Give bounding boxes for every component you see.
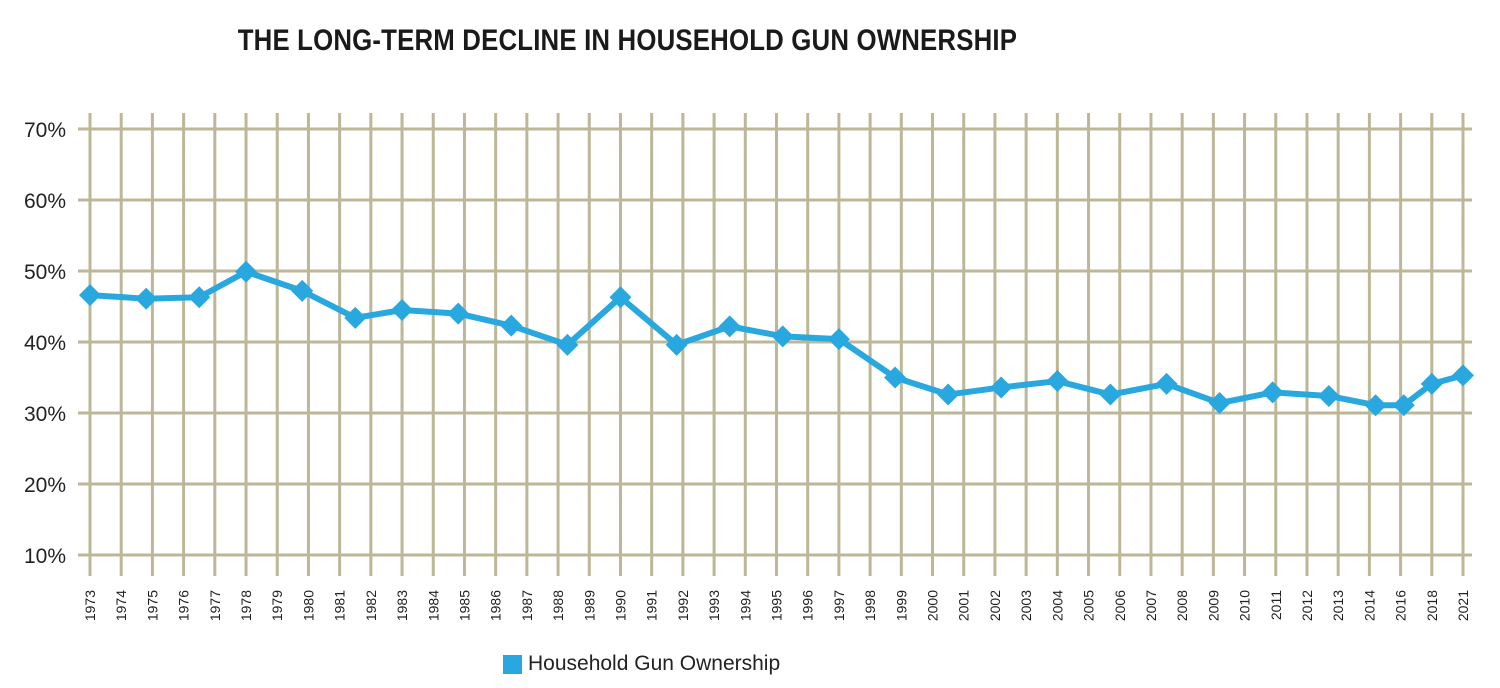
data-point-marker	[884, 366, 907, 389]
x-tick-label: 2013	[1330, 590, 1346, 621]
horizontal-gridlines	[78, 127, 1472, 557]
x-tick-label: 1991	[644, 590, 660, 621]
x-tick-label: 2009	[1205, 590, 1221, 621]
x-tick-label: 1993	[706, 590, 722, 621]
data-point-marker	[1208, 392, 1231, 415]
legend: Household Gun Ownership	[503, 652, 780, 676]
x-tick-label: 1995	[769, 590, 785, 621]
data-point-marker	[827, 328, 850, 351]
x-axis-ticks: 1973 1974 1975 1976 1977 1978 1979 1980 1981 1982…	[82, 590, 1471, 621]
chart-title: THE LONG-TERM DECLINE IN HOUSEHOLD GUN O…	[237, 24, 1018, 57]
data-point-marker	[1046, 370, 1069, 393]
x-tick-label: 1984	[425, 590, 441, 621]
data-point-marker	[609, 286, 632, 309]
x-tick-label: 1994	[737, 590, 753, 621]
x-tick-label: 2016	[1393, 590, 1409, 621]
legend-swatch	[503, 654, 522, 674]
data-point-marker	[500, 314, 523, 337]
data-point-marker	[188, 286, 211, 309]
legend-label: Household Gun Ownership	[528, 652, 781, 675]
x-tick-label: 1986	[488, 590, 504, 621]
data-point-marker	[771, 325, 794, 348]
x-tick-label: 2014	[1361, 590, 1377, 621]
data-point-marker	[1452, 364, 1474, 387]
data-point-marker	[447, 302, 470, 325]
data-point-marker	[990, 376, 1013, 399]
y-tick-label: 20%	[24, 474, 66, 497]
x-tick-label: 1979	[269, 590, 285, 621]
x-tick-label: 1978	[238, 590, 254, 621]
data-point-marker	[1099, 383, 1122, 406]
x-tick-label: 1982	[363, 590, 379, 621]
vertical-gridlines	[88, 113, 1465, 576]
y-tick-label: 60%	[24, 190, 66, 213]
x-tick-label: 2011	[1268, 590, 1284, 620]
x-tick-label: 1974	[113, 590, 129, 621]
y-tick-label: 30%	[24, 403, 66, 426]
y-tick-label: 10%	[24, 545, 66, 568]
x-tick-label: 1981	[332, 590, 348, 621]
y-tick-label: 70%	[24, 119, 66, 142]
data-point-marker	[665, 333, 688, 356]
data-point-marker	[1364, 394, 1387, 417]
x-tick-label: 1975	[144, 590, 160, 621]
x-tick-label: 2021	[1455, 590, 1471, 621]
x-tick-label: 1985	[456, 590, 472, 621]
data-point-marker	[1420, 372, 1443, 395]
x-tick-label: 2005	[1081, 590, 1097, 621]
data-point-marker	[1155, 372, 1178, 395]
x-tick-label: 1977	[207, 590, 223, 621]
x-tick-label: 2008	[1174, 590, 1190, 621]
x-tick-label: 2003	[1018, 590, 1034, 621]
x-tick-label: 1989	[581, 590, 597, 621]
x-tick-label: 2001	[956, 590, 972, 621]
data-point-marker	[1261, 381, 1284, 404]
data-point-marker	[391, 299, 414, 322]
x-tick-label: 1987	[519, 590, 535, 621]
y-axis-ticks: 10% 20% 30% 40% 50% 60% 70%	[24, 119, 66, 568]
series-line	[89, 268, 1464, 409]
data-point-marker	[344, 306, 367, 329]
x-tick-label: 2002	[987, 590, 1003, 621]
data-point-marker	[556, 333, 579, 356]
x-tick-label: 1996	[800, 590, 816, 621]
data-point-marker	[79, 284, 101, 307]
y-tick-label: 40%	[24, 332, 66, 355]
x-tick-label: 2006	[1112, 590, 1128, 621]
x-tick-label: 2007	[1143, 590, 1159, 621]
x-tick-label: 2018	[1424, 590, 1440, 621]
y-tick-label: 50%	[24, 261, 66, 284]
x-tick-label: 1983	[394, 590, 410, 621]
x-tick-label: 1997	[831, 590, 847, 621]
data-point-marker	[135, 287, 158, 310]
x-tick-label: 1998	[862, 590, 878, 621]
x-tick-label: 1999	[893, 590, 909, 621]
x-tick-label: 2004	[1049, 590, 1065, 621]
x-tick-label: 2000	[925, 590, 941, 621]
x-tick-label: 1988	[550, 590, 566, 621]
data-point-marker	[937, 383, 960, 406]
data-point-marker	[1317, 384, 1340, 407]
data-point-marker	[718, 315, 741, 338]
x-tick-label: 1976	[176, 590, 192, 621]
x-tick-label: 1990	[612, 590, 628, 621]
x-tick-label: 2012	[1299, 590, 1315, 621]
x-tick-label: 1973	[82, 590, 98, 621]
x-tick-label: 1992	[675, 590, 691, 621]
data-point-marker	[1392, 394, 1415, 417]
data-point-marker	[235, 260, 258, 283]
series-layer	[79, 260, 1474, 417]
x-tick-label: 2010	[1237, 590, 1253, 621]
x-tick-label: 1980	[300, 590, 316, 621]
data-point-marker	[291, 279, 314, 302]
